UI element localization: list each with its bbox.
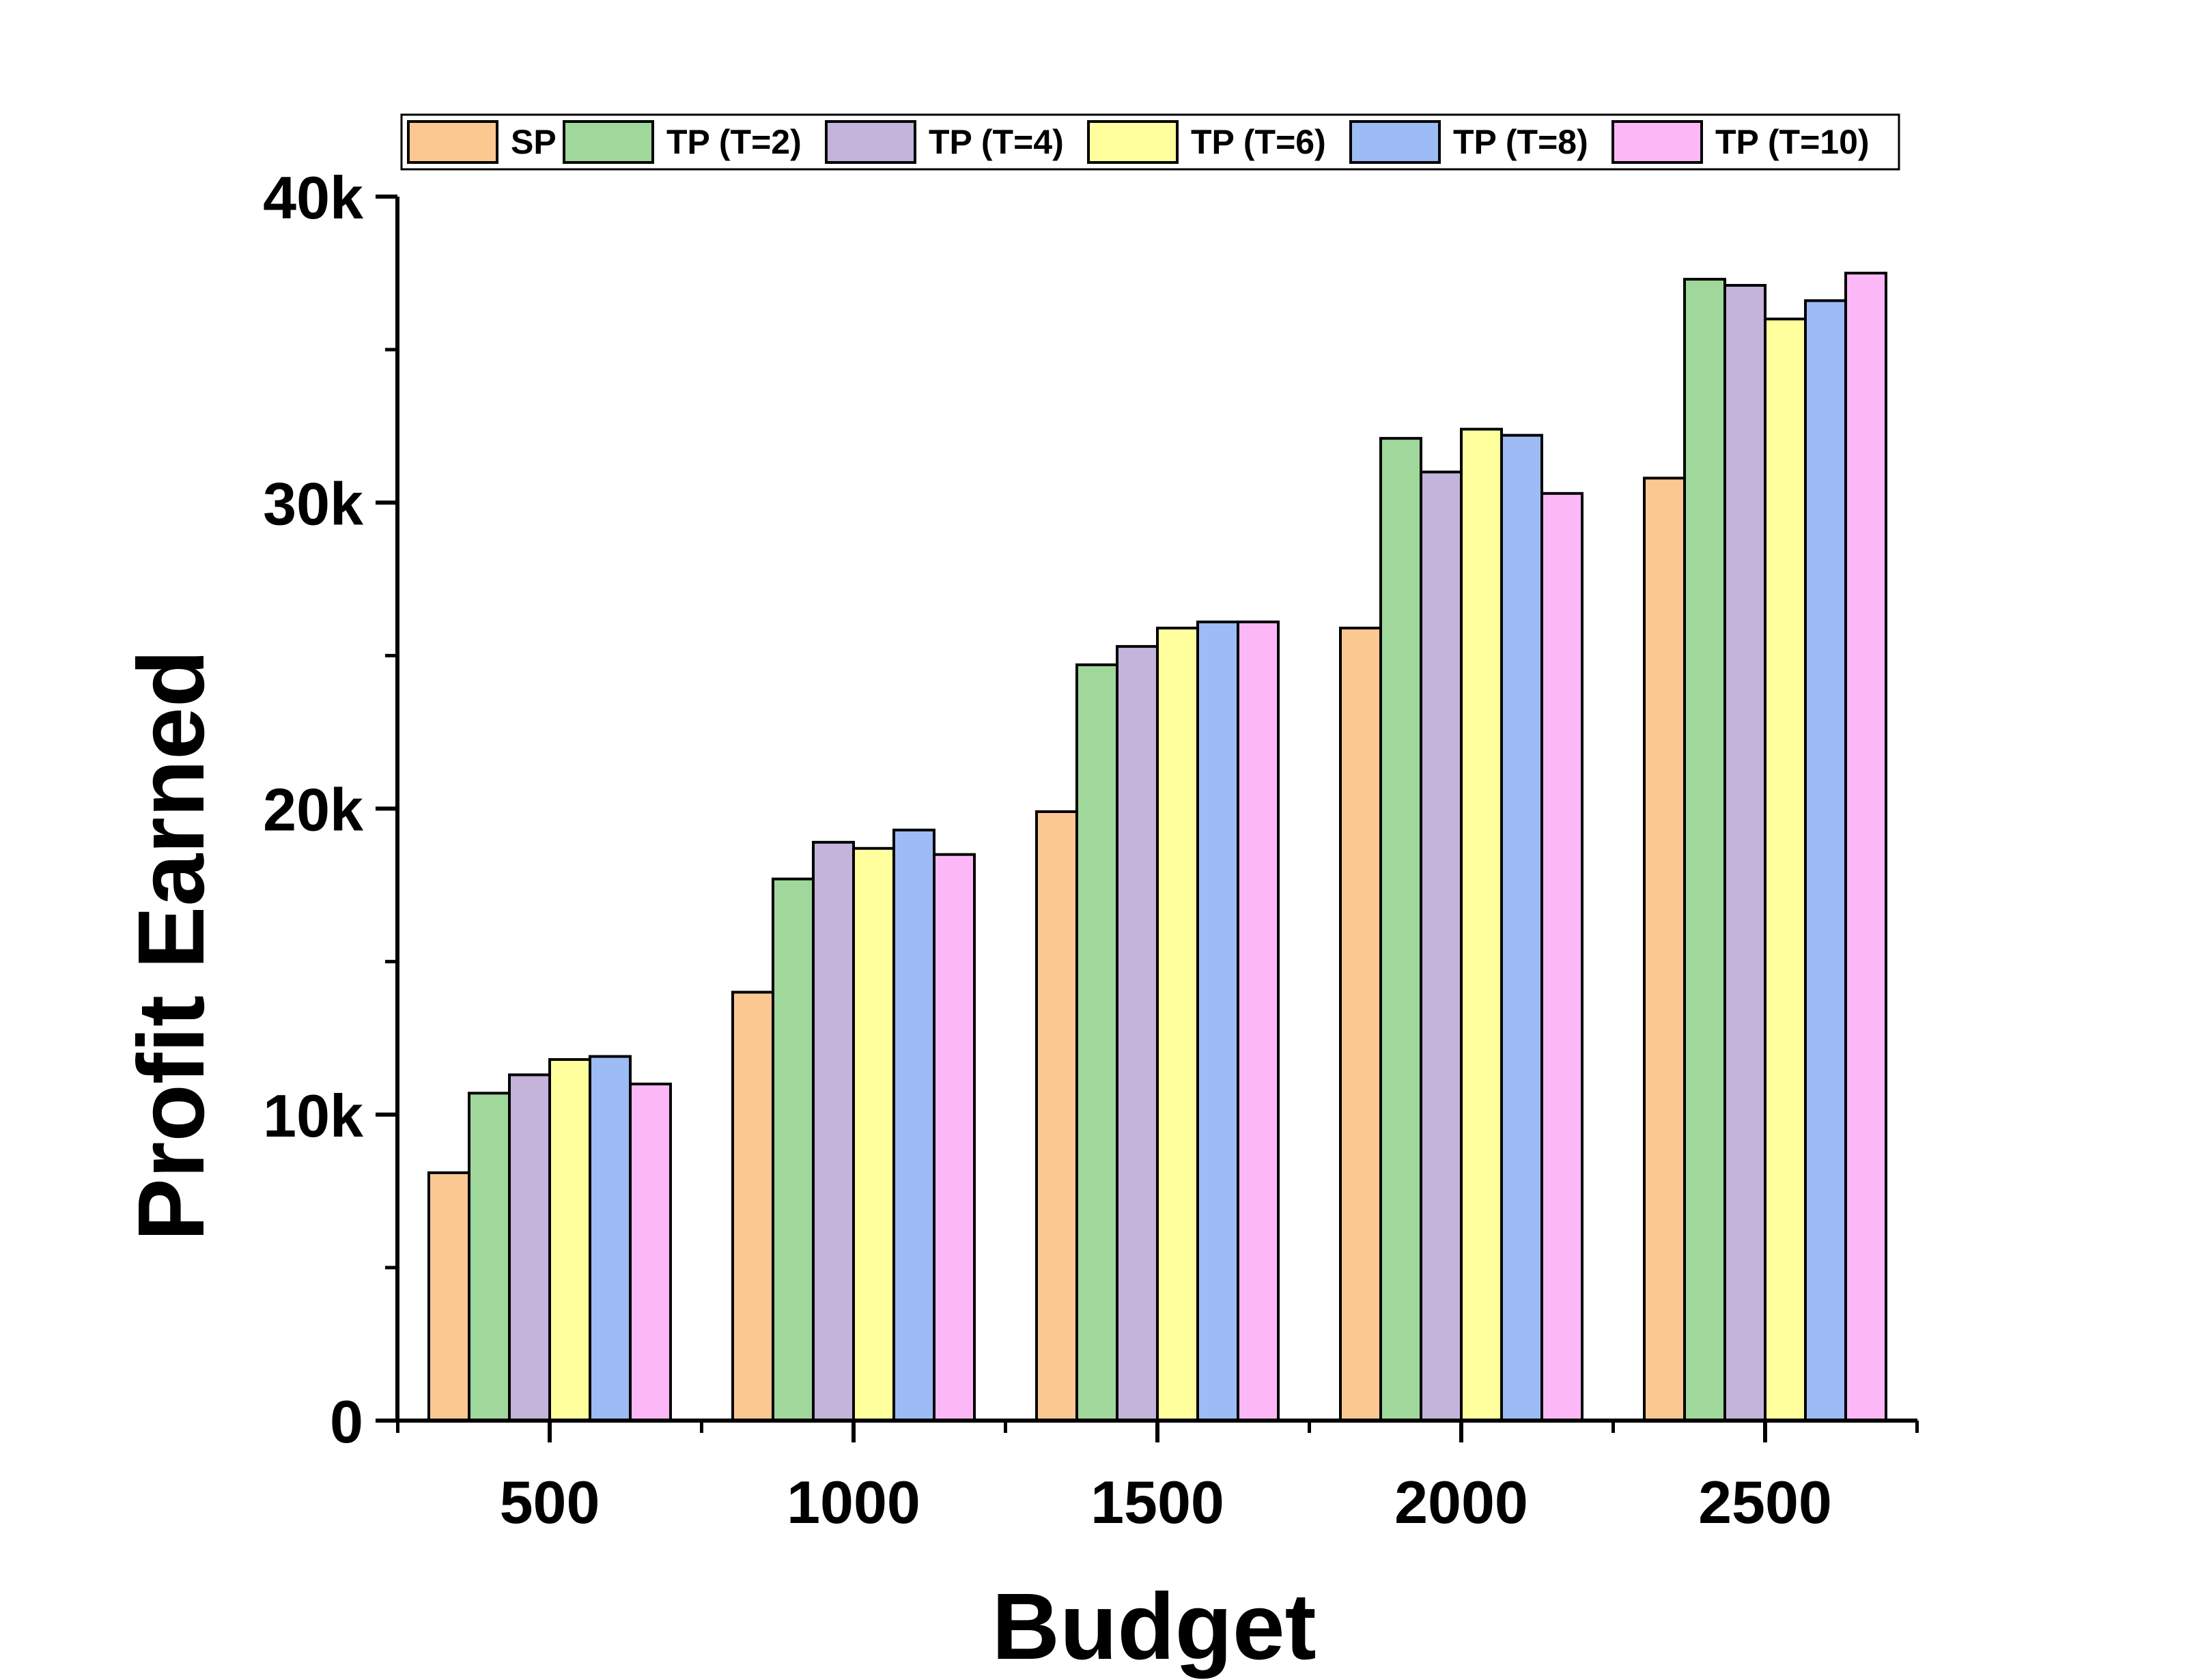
bar-tp-t-8-2000 [1500, 433, 1543, 1422]
bar-tp-t-4-2500 [1723, 283, 1766, 1422]
bar-tp-t-2-2500 [1683, 278, 1726, 1423]
legend-label: TP (T=4) [929, 123, 1064, 161]
bar-tp-t-6-1500 [1156, 627, 1199, 1422]
bar-sp-1500 [1035, 810, 1078, 1423]
axes-layer: 0 10k 20k 30k 40k 500 1000 1500 2000 2500 [263, 164, 1919, 1536]
bar-tp-t-10-500 [629, 1082, 672, 1423]
legend-label: TP (T=10) [1715, 123, 1870, 161]
x-axis-title: Budget [991, 1574, 1316, 1679]
bar-tp-t-4-1500 [1116, 644, 1159, 1422]
x-tick-label: 1000 [787, 1468, 920, 1536]
x-tick-label: 500 [500, 1468, 600, 1536]
y-tick-label: 0 [330, 1388, 363, 1455]
bar-tp-t-6-1000 [852, 846, 895, 1422]
bar-tp-t-10-1500 [1237, 621, 1280, 1422]
y-axis-title: Profit Earned [119, 650, 224, 1241]
y-tick-label: 40k [263, 164, 364, 231]
y-tick-label: 30k [263, 470, 364, 537]
bar-sp-2500 [1643, 476, 1686, 1422]
bar-sp-2000 [1339, 627, 1382, 1422]
bar-tp-t-8-2500 [1804, 299, 1847, 1422]
bar-tp-t-2-500 [468, 1092, 511, 1423]
bar-tp-t-10-2000 [1540, 492, 1583, 1422]
bars-layer [427, 272, 1887, 1423]
bar-tp-t-2-1500 [1075, 663, 1118, 1422]
legend-label: TP (T=8) [1453, 123, 1588, 161]
bar-tp-t-10-1000 [933, 853, 976, 1423]
legend-swatch [1611, 120, 1703, 164]
bar-tp-t-10-2500 [1844, 272, 1887, 1422]
bar-tp-t-2-2000 [1379, 437, 1422, 1422]
bar-tp-t-4-1000 [812, 840, 855, 1422]
legend-swatch [1349, 120, 1441, 164]
legend-label: SP [511, 123, 557, 161]
x-tick-label: 2500 [1698, 1468, 1832, 1536]
bar-tp-t-4-2000 [1420, 470, 1463, 1422]
y-tick-label: 10k [263, 1082, 364, 1150]
bar-tp-t-6-2500 [1764, 317, 1807, 1422]
legend-label: TP (T=2) [666, 123, 802, 161]
legend: SP TP (T=2) TP (T=4) TP (T=6) TP (T=8) TP (T=… [400, 113, 1900, 171]
legend-label: TP (T=6) [1191, 123, 1326, 161]
bar-tp-t-8-1500 [1196, 621, 1239, 1422]
legend-swatch [1087, 120, 1179, 164]
legend-swatch [563, 120, 654, 164]
bar-sp-1000 [731, 991, 774, 1422]
x-tick-label: 1500 [1090, 1468, 1224, 1536]
bar-tp-t-4-500 [508, 1073, 551, 1423]
bar-tp-t-2-1000 [772, 877, 815, 1423]
bar-tp-t-6-500 [548, 1058, 591, 1422]
bar-tp-t-6-2000 [1460, 427, 1503, 1422]
x-tick-label: 2000 [1394, 1468, 1528, 1536]
bar-tp-t-8-500 [589, 1055, 632, 1422]
bar-tp-t-8-1000 [892, 828, 935, 1422]
legend-swatch [407, 120, 498, 164]
bar-sp-500 [427, 1171, 470, 1422]
legend-swatch [825, 120, 916, 164]
y-tick-label: 20k [263, 776, 364, 844]
